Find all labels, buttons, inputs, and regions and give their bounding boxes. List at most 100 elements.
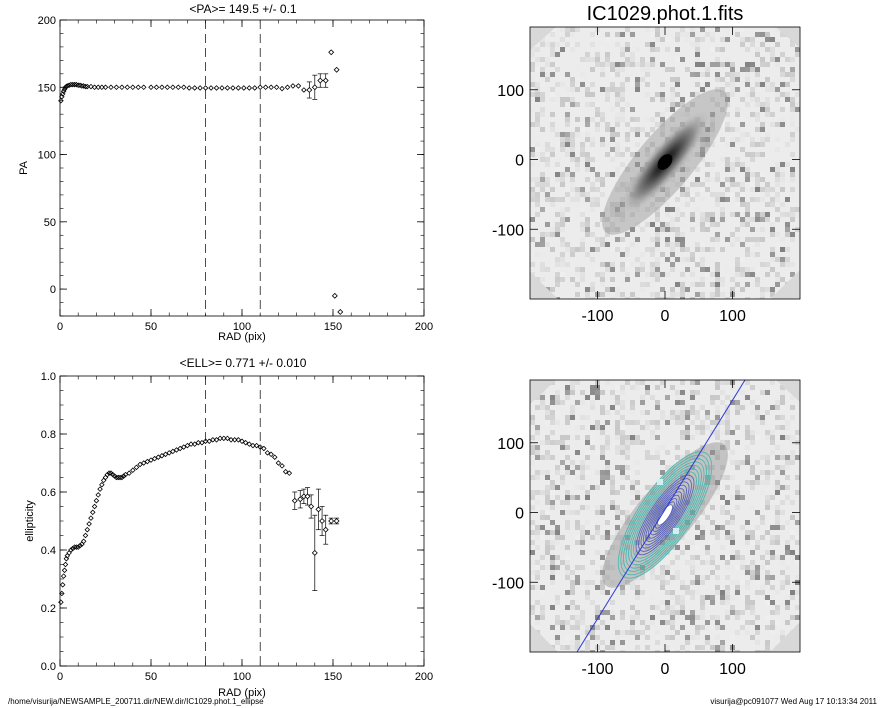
noise-pixel	[725, 57, 730, 62]
data-point	[84, 526, 91, 533]
noise-pixel	[565, 565, 570, 570]
noise-pixel	[635, 132, 640, 137]
noise-pixel	[780, 162, 785, 167]
noise-pixel	[760, 550, 765, 555]
noise-pixel	[575, 132, 580, 137]
noise-pixel	[605, 52, 610, 57]
data-point	[79, 83, 85, 89]
noise-pixel	[685, 202, 690, 207]
data-point	[284, 84, 291, 91]
noise-pixel	[665, 222, 670, 227]
noise-pixel	[725, 445, 730, 450]
noise-pixel	[600, 640, 605, 645]
noise-pixel	[660, 222, 665, 227]
noise-pixel	[720, 650, 725, 652]
noise-pixel	[785, 227, 790, 232]
noise-pixel	[690, 252, 695, 257]
noise-pixel	[755, 172, 760, 177]
noise-pixel	[570, 157, 575, 162]
noise-pixel	[715, 197, 720, 202]
noise-pixel	[670, 107, 675, 112]
noise-pixel	[655, 385, 660, 390]
noise-pixel	[585, 595, 590, 600]
data-point	[155, 454, 162, 460]
noise-pixel	[545, 232, 550, 237]
noise-pixel	[555, 297, 560, 299]
noise-pixel	[555, 282, 560, 287]
noise-pixel	[545, 490, 550, 495]
noise-pixel	[680, 212, 685, 217]
noise-pixel	[755, 252, 760, 257]
noise-pixel	[600, 217, 605, 222]
noise-pixel	[585, 167, 590, 172]
noise-pixel	[530, 262, 535, 267]
noise-pixel	[540, 237, 545, 242]
noise-pixel	[590, 92, 595, 97]
noise-pixel	[590, 535, 595, 540]
noise-pixel	[710, 162, 715, 167]
noise-pixel	[635, 635, 640, 640]
noise-pixel	[780, 227, 785, 232]
noise-pixel	[780, 122, 785, 127]
noise-pixel	[570, 605, 575, 610]
data-point	[261, 445, 267, 452]
noise-pixel	[715, 47, 720, 52]
noise-pixel	[770, 600, 775, 605]
noise-pixel	[600, 72, 605, 77]
noise-pixel	[620, 217, 625, 222]
noise-pixel	[745, 297, 750, 299]
noise-pixel	[755, 227, 760, 232]
noise-pixel	[660, 410, 665, 415]
noise-pixel	[755, 530, 760, 535]
noise-pixel	[745, 77, 750, 82]
noise-pixel	[755, 630, 760, 635]
noise-pixel	[610, 227, 615, 232]
noise-pixel	[685, 540, 690, 545]
noise-pixel	[715, 435, 720, 440]
noise-pixel	[665, 600, 670, 605]
noise-pixel	[680, 435, 685, 440]
noise-pixel	[690, 297, 695, 299]
noise-pixel	[565, 217, 570, 222]
noise-pixel	[540, 97, 545, 102]
pa-plot-ylabel: PA	[18, 160, 30, 175]
noise-pixel	[770, 217, 775, 222]
noise-pixel	[635, 82, 640, 87]
noise-pixel	[735, 585, 740, 590]
noise-pixel	[535, 430, 540, 435]
noise-pixel	[710, 595, 715, 600]
noise-pixel	[770, 585, 775, 590]
noise-pixel	[600, 237, 605, 242]
noise-pixel	[530, 415, 535, 420]
noise-pixel	[770, 257, 775, 262]
noise-pixel	[685, 67, 690, 72]
noise-pixel	[785, 520, 790, 525]
noise-pixel	[740, 132, 745, 137]
noise-pixel	[775, 162, 780, 167]
noise-pixel	[555, 540, 560, 545]
noise-pixel	[620, 615, 625, 620]
noise-pixel	[750, 530, 755, 535]
noise-pixel	[695, 615, 700, 620]
noise-pixel	[725, 595, 730, 600]
noise-pixel	[765, 132, 770, 137]
noise-pixel	[540, 590, 545, 595]
noise-pixel	[660, 82, 665, 87]
noise-pixel	[780, 510, 785, 515]
noise-pixel	[635, 615, 640, 620]
noise-pixel	[595, 525, 600, 530]
noise-pixel	[555, 400, 560, 405]
noise-pixel	[580, 530, 585, 535]
noise-pixel	[750, 77, 755, 82]
noise-pixel	[610, 147, 615, 152]
noise-pixel	[590, 102, 595, 107]
noise-pixel	[635, 52, 640, 57]
noise-pixel	[615, 510, 620, 515]
noise-pixel	[735, 405, 740, 410]
noise-pixel	[630, 262, 635, 267]
noise-pixel	[530, 67, 535, 72]
noise-pixel	[585, 177, 590, 182]
noise-pixel	[580, 580, 585, 585]
noise-pixel	[610, 107, 615, 112]
